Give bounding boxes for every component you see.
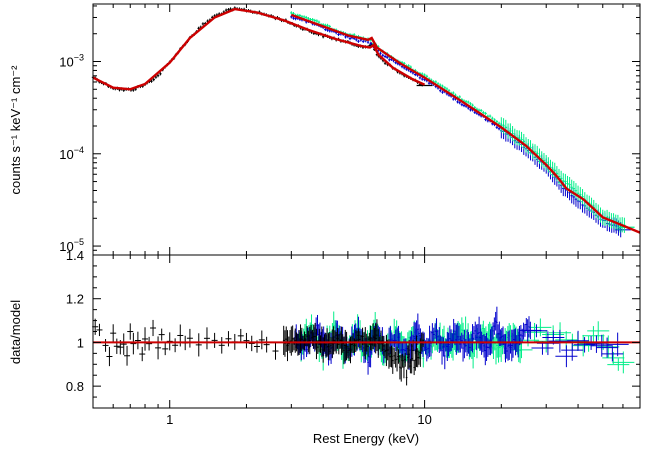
- y-tick-label: 10−5: [59, 237, 84, 254]
- y-tick-label: 1: [77, 335, 84, 350]
- x-tick-label: 10: [417, 412, 431, 427]
- ratio-y-tick-labels: 1.4 1.2 1 0.8: [66, 248, 84, 394]
- ratio-data-layer: [92, 306, 640, 386]
- x-tick-label: 1: [166, 412, 173, 427]
- spectrum-y-tick-labels: 10−3 10−4 10−5: [59, 53, 84, 255]
- ratio-panel: 1.4 1.2 1 0.8 1 10 data/model Rest Energy (k…: [8, 248, 641, 446]
- ratio-x-tick-labels: 1 10: [166, 412, 432, 427]
- y-tick-label: 1.4: [66, 248, 84, 263]
- spectrum-y-axis-title: counts s⁻¹ keV⁻¹ cm⁻²: [8, 65, 23, 195]
- ratio-y-axis-title: data/model: [8, 300, 23, 364]
- model-curve: [290, 13, 641, 234]
- y-tick-label: 0.8: [66, 379, 84, 394]
- ratio-series-0: [92, 318, 424, 386]
- y-tick-label: 1.2: [66, 292, 84, 307]
- spectrum-panel: 10−3 10−4 10−5 counts s⁻¹ keV⁻¹ cm⁻²: [8, 3, 641, 256]
- spectrum-ticks: [92, 4, 641, 256]
- spectrum-series-4: [290, 13, 641, 234]
- y-tick-label: 10−3: [59, 53, 84, 70]
- model-curve: [92, 7, 426, 91]
- y-tick-label: 10−4: [59, 145, 84, 162]
- spectrum-data-layer: [91, 6, 641, 238]
- ratio-ticks: [92, 254, 641, 409]
- x-axis-title: Rest Energy (keV): [313, 431, 419, 446]
- spectrum-series-3: [92, 7, 426, 91]
